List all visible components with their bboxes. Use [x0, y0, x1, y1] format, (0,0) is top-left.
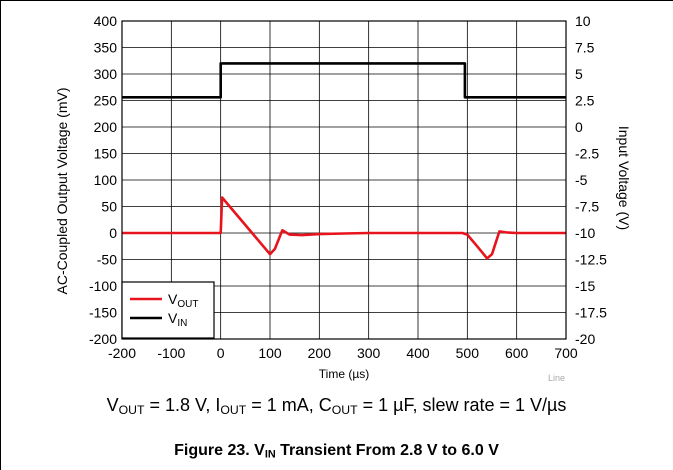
cond-cout-sub: OUT	[331, 403, 358, 418]
y-left-tick-label: 50	[101, 199, 117, 215]
y-right-tick-label: 0	[575, 119, 583, 135]
legend-vin-sub: IN	[177, 318, 187, 329]
y-left-tick-label: 300	[94, 66, 118, 82]
plot-frame	[121, 20, 567, 340]
y-right-tick-label: -10	[575, 225, 595, 241]
y-left-tick-label: -100	[89, 278, 117, 294]
x-axis-label: Time (µs)	[319, 367, 369, 381]
y-left-tick-label: 250	[94, 93, 118, 109]
cond-cout-value: = 1 µF, slew rate = 1 V/µs	[357, 395, 567, 415]
legend-label-vin: VIN	[168, 310, 187, 329]
cond-vout-value: = 1.8 V,	[144, 395, 216, 415]
x-tick-label: -100	[157, 345, 185, 361]
y-left-tick-label: 150	[94, 146, 118, 162]
x-tick-label: 0	[217, 345, 225, 361]
legend-vout-sub: OUT	[177, 299, 198, 310]
y-left-tick-label: 0	[109, 225, 117, 241]
y-right-tick-label: -2.5	[575, 146, 599, 162]
y-axis-label-right: Input Voltage (V)	[616, 126, 632, 230]
y-left-tick-label: 350	[94, 40, 118, 56]
y-right-tick-label: -12.5	[575, 252, 607, 268]
legend: VOUT VIN	[121, 281, 215, 339]
y-right-tick-label: 10	[575, 13, 591, 29]
y-right-tick-label: -15	[575, 278, 595, 294]
y-left-tick-label: -150	[89, 305, 117, 321]
series-line-vout	[122, 196, 566, 260]
y-right-tick-label: -20	[575, 331, 595, 347]
chart-type-watermark: Line	[548, 373, 566, 383]
x-tick-label: 400	[406, 345, 430, 361]
y-left-tick-label: 100	[94, 172, 118, 188]
x-tick-label: -200	[108, 345, 136, 361]
cond-vout-sub: OUT	[118, 403, 145, 418]
frame-top-border	[0, 0, 673, 1]
y-left-tick-label: -200	[89, 331, 117, 347]
series-layer	[122, 62, 566, 260]
x-tick-label: 700	[554, 345, 578, 361]
y-axis-label-left: AC-Coupled Output Voltage (mV)	[54, 88, 70, 295]
y-left-tick-label: 200	[94, 119, 118, 135]
test-conditions: VOUT = 1.8 V, IOUT = 1 mA, COUT = 1 µF, …	[0, 395, 673, 416]
x-tick-label: 300	[357, 345, 381, 361]
cond-cout-main: C	[318, 395, 332, 415]
x-tick-label: 500	[456, 345, 480, 361]
x-tick-label: 600	[505, 345, 529, 361]
y-right-tick-label: -7.5	[575, 199, 599, 215]
x-tick-label: 200	[308, 345, 332, 361]
cond-vout-main: V	[106, 395, 119, 415]
y-left-tick-label: 400	[94, 13, 118, 29]
x-tick-label: 100	[258, 345, 282, 361]
y-left-tick-label: -50	[97, 252, 117, 268]
caption-sub: IN	[264, 448, 276, 461]
transient-chart: -200 -100 0 100 200 300 400 500 600 700-200-150-1…	[54, 13, 632, 381]
frame-left-border	[0, 0, 1, 470]
caption-prefix: Figure 23. V	[174, 442, 265, 459]
cond-iout-main: I	[215, 395, 221, 415]
legend-vout-main: V	[168, 291, 178, 307]
legend-box	[121, 281, 215, 339]
y-right-tick-label: 5	[575, 66, 583, 82]
y-right-tick-label: 7.5	[575, 40, 595, 56]
series-line-vin	[122, 62, 566, 99]
figure-caption: Figure 23. VIN Transient From 2.8 V to 6…	[0, 442, 673, 460]
legend-label-vout: VOUT	[168, 291, 198, 310]
cond-iout-sub: OUT	[220, 403, 247, 418]
y-right-tick-label: -5	[575, 172, 588, 188]
caption-suffix: Transient From 2.8 V to 6.0 V	[275, 442, 499, 459]
y-right-tick-label: -17.5	[575, 305, 607, 321]
legend-vin-main: V	[168, 310, 178, 326]
tick-label-layer: -200 -100 0 100 200 300 400 500 600 700-200-150-1…	[89, 13, 607, 361]
y-right-tick-label: 2.5	[575, 93, 595, 109]
cond-iout-value: = 1 mA,	[246, 395, 319, 415]
